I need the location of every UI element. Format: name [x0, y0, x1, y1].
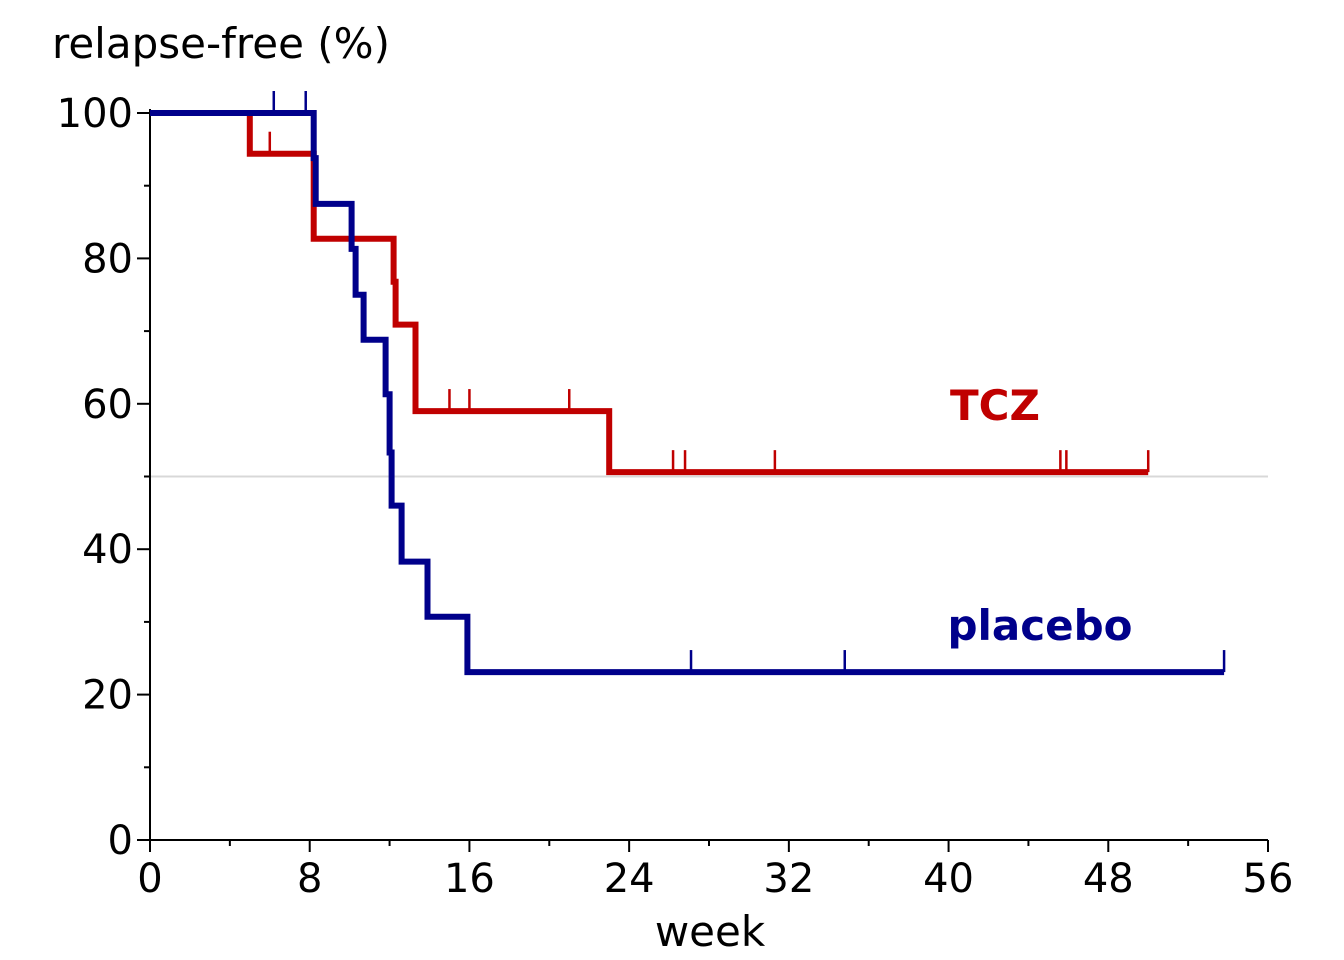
- series-line-placebo: [150, 110, 1225, 676]
- series-line-tcz: [150, 110, 1149, 476]
- x-axis-label: week: [655, 907, 766, 956]
- y-axis-label: relapse-free (%): [52, 19, 390, 68]
- x-tick-label: 56: [1243, 856, 1294, 902]
- series-layer: [150, 91, 1226, 676]
- y-tick-label: 0: [108, 818, 133, 864]
- x-tick-label: 16: [444, 856, 495, 902]
- x-tick-label: 48: [1083, 856, 1134, 902]
- y-tick-label: 60: [82, 382, 133, 428]
- y-tick-label: 80: [82, 236, 133, 282]
- x-tick-label: 32: [763, 856, 814, 902]
- x-tick-label: 40: [923, 856, 974, 902]
- x-tick-label: 24: [604, 856, 655, 902]
- x-axis-ticks: 0 8 16 24 32 40 48 56: [137, 840, 1293, 902]
- x-tick-label: 8: [297, 856, 322, 902]
- y-tick-label: 20: [82, 673, 133, 719]
- y-tick-label: 40: [82, 527, 133, 573]
- y-axis-ticks: 0 20 40 60 80 100: [57, 91, 150, 864]
- y-tick-label: 100: [57, 91, 133, 137]
- series-label-placebo: placebo: [947, 601, 1132, 650]
- series-label-tcz: TCZ: [950, 381, 1040, 430]
- x-tick-label: 0: [137, 856, 162, 902]
